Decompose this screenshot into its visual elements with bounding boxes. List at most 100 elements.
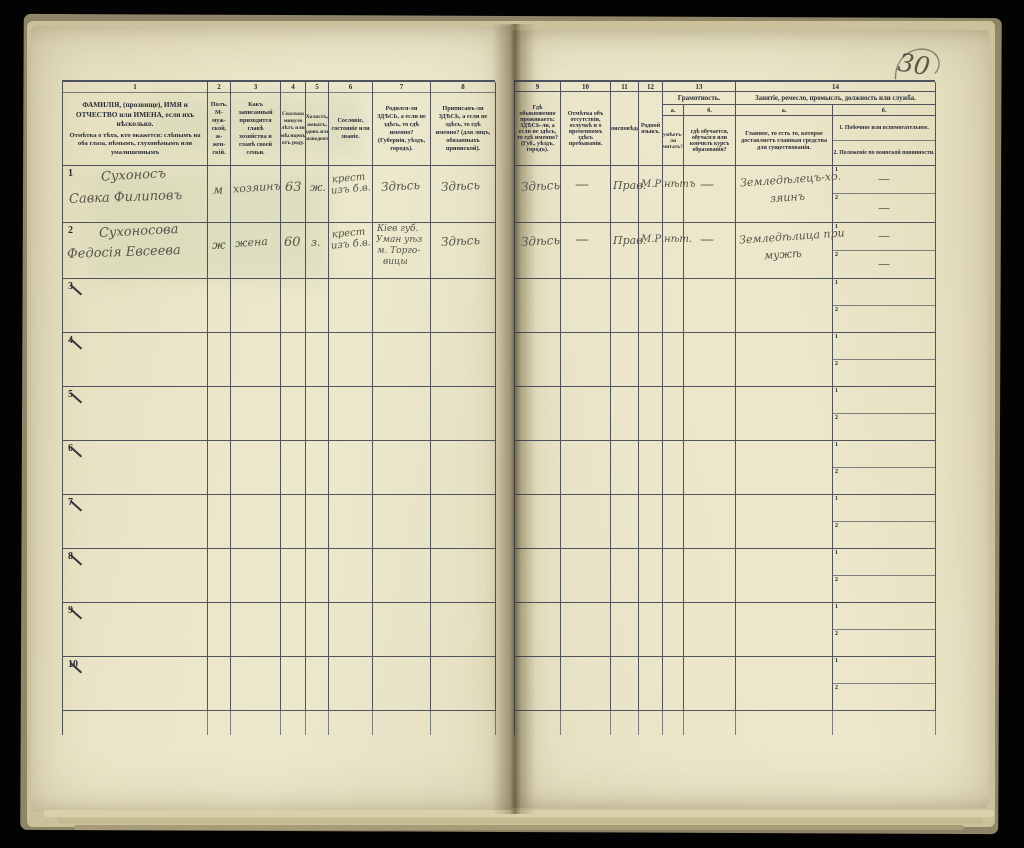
header-col12: Родной языкъ. [639,92,663,166]
cell-name: 1 Сухоносъ Савка Филиповъ [63,166,208,223]
col-number: 14 [736,82,936,92]
hw-name: Сухоносова [98,221,179,242]
sub-label-a: а. [663,105,684,116]
header-col6: 6 Сословіе, состояніе или званіе. [329,82,373,166]
bottom-sheet-edge [74,825,964,830]
cell-name: 6 [63,441,208,495]
census-table-right: 9 10 11 12 13 14 Гдѣ обыкновенно прожива… [514,80,936,735]
sub-label-a: а. [736,105,833,116]
row-number-crossed: 10 [68,659,78,670]
cell-name: 7 [63,495,208,549]
cell-estate: крест изъ б.в. [329,223,373,279]
header-col1: 1 ФАМИЛІЯ, (прозвище), ИМЯ и ОТЧЕСТВО ил… [63,82,208,166]
header-col14b: 1. Побочное или вспомогательное. 2. Поло… [833,116,936,166]
row-number-crossed: 4 [68,335,73,346]
cell-relation: хозяинъ [231,166,281,223]
header-col5: 5 Холостъ, женатъ, вдовъ или разведенъ. [306,82,329,166]
header-col13b: гдѣ обучается, обучался или кончилъ курс… [684,116,736,166]
row-number-crossed: 6 [68,443,73,454]
bottom-sheet-edge [58,818,983,824]
header-col14-group: Занятіе, ремесло, промыслъ, должность ил… [736,92,936,105]
cell-age: 60 [281,223,306,279]
col-number: 3 [231,82,280,93]
right-page [512,30,989,808]
left-page [31,26,512,812]
cell-occupation: Земледѣлецъ-хо. зяинъ [736,166,842,223]
cell-religion: Прав. [611,223,646,279]
cell-age: 63 [281,166,306,223]
table-body-right: Здѣсь — Прав. М.Р. нѣтъ — Земледѣлецъ-хо… [514,166,936,735]
header-col11: Вѣроисповѣданіе. [611,92,639,166]
cell-residence: Здѣсь [515,223,561,279]
hw-name: Федосія Евсеева [66,243,181,262]
cell-occupation: Земледѣлица при мужѣ [736,223,845,279]
cell-name: 4 [63,333,208,387]
cell-language: М.Р. [639,166,664,223]
cell-religion: Прав. [611,166,646,223]
cell-name: 10 [63,657,208,711]
col1-title: ФАМИЛІЯ, (прозвище), ИМЯ и ОТЧЕСТВО или … [75,100,195,129]
show-through-stain [150,95,360,155]
sub-row-marker: 1 [835,224,838,230]
cell-residence: Здѣсь [515,166,561,223]
header-col3: 3 Какъ записанный приходится главѣ хозяй… [231,82,281,166]
cell-registered: Здѣсь [431,223,496,279]
cell-relation: жена [231,223,281,279]
header-col13a: умѣетъ-ли читать? [663,116,684,166]
sub-row-marker: 2 [835,195,838,201]
cell-side-occupation: 1— 2— [833,166,936,223]
col-number: 2 [208,82,230,93]
cell-absence: — [561,166,611,223]
table-header-right: 9 10 11 12 13 14 Гдѣ обыкновенно прожива… [514,80,936,166]
cell-estate: крест изъ б.в. [329,166,373,223]
table-header-left: 1 ФАМИЛІЯ, (прозвище), ИМЯ и ОТЧЕСТВО ил… [62,80,496,166]
cell-birthplace: Кіев губ. Уман уѣз м. Торго- вицы [373,223,431,279]
cell-name: 9 [63,603,208,657]
cell-name: 8 [63,549,208,603]
header-col8: 8 Приписанъ-ли ЗДѢСЬ, а если не здѣсь, т… [431,82,496,166]
cell-absence: — [561,223,611,279]
table-body-left: 1 Сухоносъ Савка Филиповъ м хозяинъ 63 ж… [62,166,496,735]
sub-row-marker: 1 [835,167,838,173]
col-number: 13 [663,82,736,92]
cell-sex: м [208,166,231,223]
col-number: 4 [281,82,305,93]
row-number-crossed: 8 [68,551,73,562]
cell-reads: нѣтъ [663,166,696,223]
col-number: 11 [611,82,639,92]
col-number: 12 [639,82,663,92]
header-col10: Отмѣтка объ отсутствіи, отлучкѣ и о врем… [561,92,611,166]
cell-name: 5 [63,387,208,441]
row-number: 1 [68,168,73,179]
row-number-crossed: 9 [68,605,73,616]
sub-label-b: б. [684,105,736,116]
col1-note: Отмѣтка о тѣхъ, кто окажется: слѣпымъ на… [69,131,201,156]
sub-label-b: б. [833,105,936,116]
header-col14a: Главное, то есть то, которое доставляетъ… [736,116,833,166]
page-number: 30 [894,48,940,81]
cell-birthplace: Здѣсь [373,166,431,223]
col-number: 5 [306,82,328,93]
show-through-stain [90,170,330,280]
cell-name: 2 Сухоносова Федосія Евсеева [63,221,208,279]
col-number: 1 [63,82,207,93]
page-number-flourish [894,48,940,80]
sub-row-marker: 2 [835,251,838,258]
cell-marital: ж. [306,166,329,223]
header-col7: 7 Родился-ли ЗДѢСЬ, а если не здѣсь, то … [373,82,431,166]
hw-name: Сухоносъ [100,166,167,185]
col-number: 9 [515,82,561,92]
cell-language: М.Р. [639,223,664,279]
cell-side-occupation: 1— 2— [833,223,936,279]
cell-sex: ж [208,223,231,279]
col-number: 7 [373,82,430,93]
col-number: 10 [561,82,611,92]
